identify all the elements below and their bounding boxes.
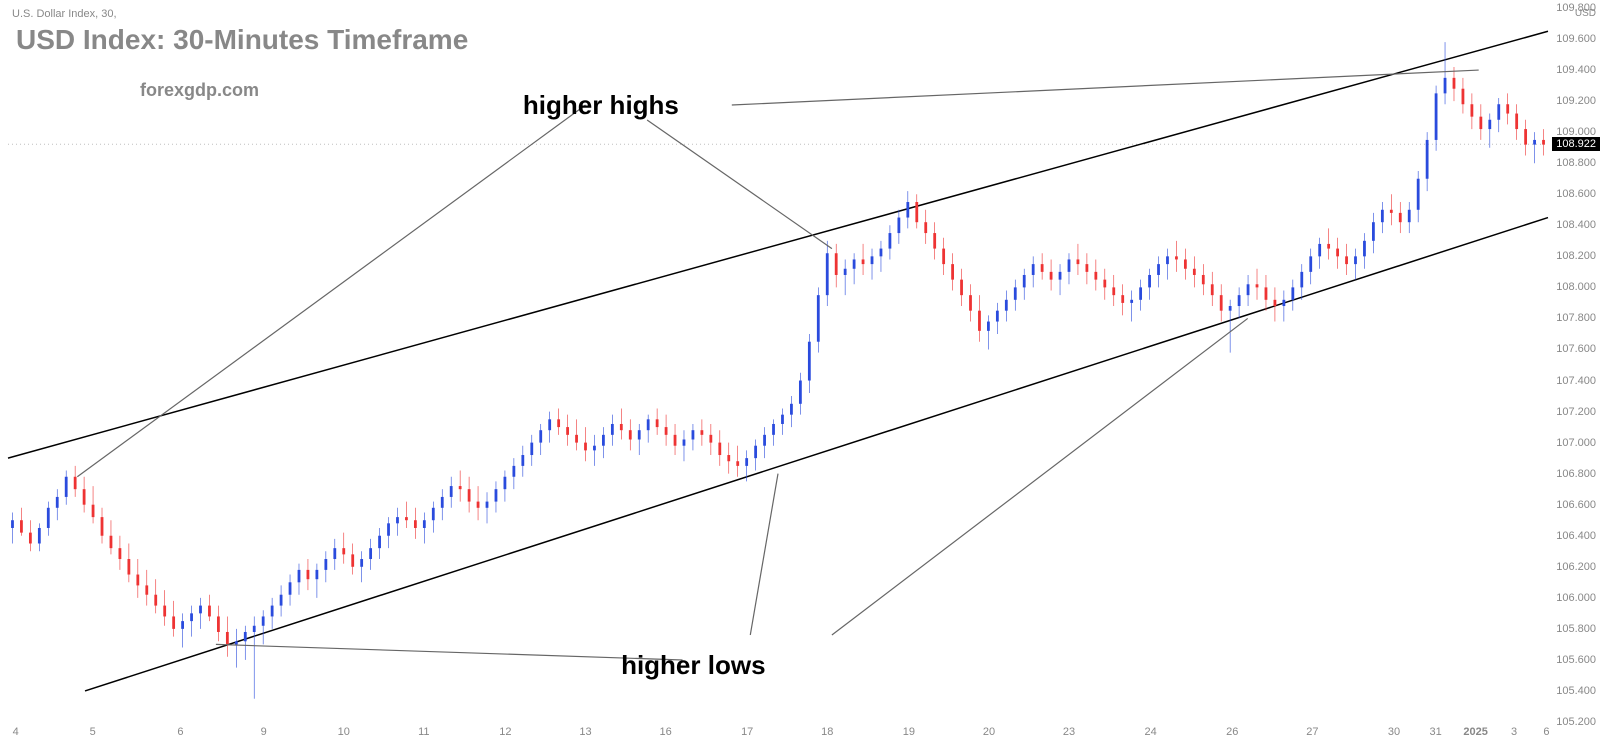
y-tick-label: 107.600 xyxy=(1556,343,1596,355)
x-tick-label: 31 xyxy=(1429,726,1441,738)
annotation-higher-lows: higher lows xyxy=(621,650,765,681)
x-tick-label: 24 xyxy=(1145,726,1157,738)
x-tick-label: 20 xyxy=(983,726,995,738)
y-tick-label: 106.800 xyxy=(1556,468,1596,480)
price-badge: 108.922 xyxy=(1552,137,1600,151)
chart-container: U.S. Dollar Index, 30, USD Index: 30-Min… xyxy=(0,0,1600,742)
x-tick-label: 10 xyxy=(338,726,350,738)
x-tick-label: 26 xyxy=(1226,726,1238,738)
y-tick-label: 106.600 xyxy=(1556,499,1596,511)
y-tick-label: 108.000 xyxy=(1556,281,1596,293)
y-tick-label: 109.800 xyxy=(1556,2,1596,14)
x-tick-label: 12 xyxy=(499,726,511,738)
y-tick-label: 105.800 xyxy=(1556,623,1596,635)
x-tick-label: 6 xyxy=(1543,726,1549,738)
annotation-higher-highs: higher highs xyxy=(523,90,679,121)
y-tick-label: 108.400 xyxy=(1556,219,1596,231)
y-tick-label: 105.600 xyxy=(1556,654,1596,666)
x-tick-label: 4 xyxy=(13,726,19,738)
y-tick-label: 107.000 xyxy=(1556,437,1596,449)
x-tick-label: 2025 xyxy=(1463,726,1487,738)
x-tick-label: 3 xyxy=(1511,726,1517,738)
x-tick-label: 11 xyxy=(418,726,429,738)
y-tick-label: 107.400 xyxy=(1556,375,1596,387)
x-tick-label: 5 xyxy=(90,726,96,738)
x-tick-label: 9 xyxy=(261,726,267,738)
x-tick-label: 16 xyxy=(659,726,671,738)
x-tick-label: 6 xyxy=(177,726,183,738)
chart-svg xyxy=(0,0,1600,742)
y-tick-label: 107.200 xyxy=(1556,406,1596,418)
x-tick-label: 13 xyxy=(579,726,591,738)
y-tick-label: 108.800 xyxy=(1556,157,1596,169)
y-tick-label: 106.400 xyxy=(1556,530,1596,542)
x-tick-label: 17 xyxy=(741,726,753,738)
y-tick-label: 109.600 xyxy=(1556,33,1596,45)
x-tick-label: 19 xyxy=(903,726,915,738)
y-tick-label: 109.200 xyxy=(1556,95,1596,107)
x-tick-label: 23 xyxy=(1063,726,1075,738)
x-tick-label: 30 xyxy=(1388,726,1400,738)
y-tick-label: 106.000 xyxy=(1556,592,1596,604)
y-tick-label: 108.600 xyxy=(1556,188,1596,200)
y-tick-label: 108.200 xyxy=(1556,250,1596,262)
y-tick-label: 107.800 xyxy=(1556,312,1596,324)
x-tick-label: 18 xyxy=(821,726,833,738)
y-tick-label: 105.200 xyxy=(1556,716,1596,728)
y-tick-label: 109.000 xyxy=(1556,126,1596,138)
y-tick-label: 105.400 xyxy=(1556,685,1596,697)
y-tick-label: 109.400 xyxy=(1556,64,1596,76)
y-tick-label: 106.200 xyxy=(1556,561,1596,573)
x-tick-label: 27 xyxy=(1306,726,1318,738)
